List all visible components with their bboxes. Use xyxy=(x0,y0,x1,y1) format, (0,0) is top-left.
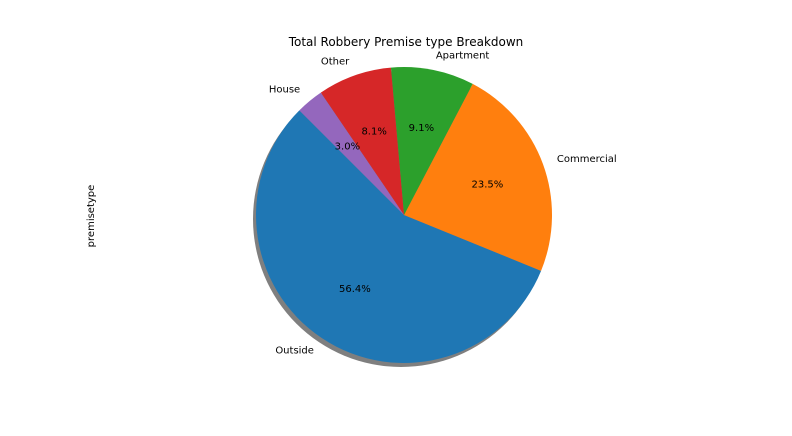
slice-label-apartment: Apartment xyxy=(436,50,490,61)
pie-slice-house xyxy=(299,92,404,215)
slice-label-other: Other xyxy=(321,57,350,68)
pie-slice-other xyxy=(320,67,404,215)
slice-percent-house: 3.0% xyxy=(335,142,360,153)
slice-label-outside: Outside xyxy=(275,346,314,357)
pie-slice-apartment xyxy=(390,67,473,215)
y-axis-label: premisetype xyxy=(86,185,97,248)
slice-percent-outside: 56.4% xyxy=(339,284,371,295)
slice-percent-commercial: 23.5% xyxy=(472,179,504,190)
slice-percent-other: 8.1% xyxy=(361,126,386,137)
slice-label-house: House xyxy=(269,85,300,96)
slice-label-commercial: Commercial xyxy=(557,154,617,165)
pie-slice-outside xyxy=(255,110,542,364)
pie-slice-commercial xyxy=(404,83,552,271)
slice-percent-apartment: 9.1% xyxy=(409,123,434,134)
pie-labels-group: Outside 56.4% Commercial 23.5% Apartment 9.1%… xyxy=(269,50,617,356)
pie-slices-group xyxy=(255,67,552,364)
chart-title: Total Robbery Premise type Breakdown xyxy=(288,35,524,49)
